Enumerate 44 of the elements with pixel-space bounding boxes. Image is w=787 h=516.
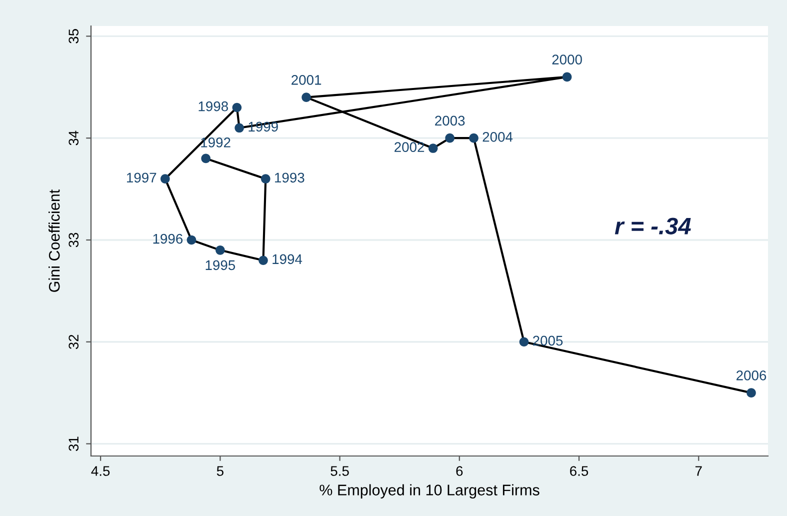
point bbox=[216, 246, 225, 255]
x-tick-label: 5.5 bbox=[330, 466, 349, 476]
annotation: 2001 bbox=[292, 75, 322, 85]
point bbox=[234, 123, 244, 133]
x-tick-label: 6 bbox=[456, 466, 463, 476]
annotation: 1996 bbox=[153, 234, 183, 244]
x-tick-label: 6.5 bbox=[570, 466, 588, 476]
x-tick-label: 7 bbox=[695, 466, 702, 476]
point bbox=[201, 154, 210, 164]
point bbox=[562, 72, 572, 82]
y-tick-label: 34 bbox=[68, 130, 79, 146]
point bbox=[469, 133, 478, 143]
y-tick-label: 33 bbox=[68, 232, 79, 248]
point bbox=[160, 174, 170, 184]
annotation: 1998 bbox=[198, 101, 228, 112]
annotation: 2005 bbox=[533, 336, 563, 346]
point bbox=[428, 144, 438, 153]
annotation: 2004 bbox=[482, 132, 513, 142]
point bbox=[519, 337, 529, 347]
y-tick-label: 31 bbox=[68, 436, 79, 451]
y-tick-label: 35 bbox=[68, 29, 79, 44]
point bbox=[258, 256, 268, 266]
y-axis-title: Gini Coefficient bbox=[48, 189, 60, 292]
point bbox=[232, 102, 242, 112]
point bbox=[260, 174, 270, 184]
annotation: 1993 bbox=[275, 172, 304, 183]
annotation: r = -.34 bbox=[614, 218, 691, 234]
annotation: 1995 bbox=[206, 260, 236, 270]
annotation: 1997 bbox=[126, 172, 156, 183]
point bbox=[746, 388, 756, 398]
annotation: 2002 bbox=[394, 142, 424, 152]
annotation: 2000 bbox=[552, 54, 582, 64]
y-tick-label: 32 bbox=[68, 334, 79, 350]
point bbox=[186, 235, 196, 245]
annotation: 2003 bbox=[435, 116, 465, 126]
annotation: 1992 bbox=[201, 138, 230, 148]
x-axis-title: % Employed in 10 Largest Firms bbox=[320, 484, 540, 498]
point bbox=[445, 133, 454, 143]
annotation: 1999 bbox=[248, 122, 278, 132]
point bbox=[302, 92, 311, 102]
x-tick-label: 4.5 bbox=[91, 466, 110, 476]
annotation: 2006 bbox=[736, 370, 766, 380]
annotation: 1994 bbox=[272, 254, 302, 264]
x-tick-label: 5 bbox=[216, 466, 224, 476]
